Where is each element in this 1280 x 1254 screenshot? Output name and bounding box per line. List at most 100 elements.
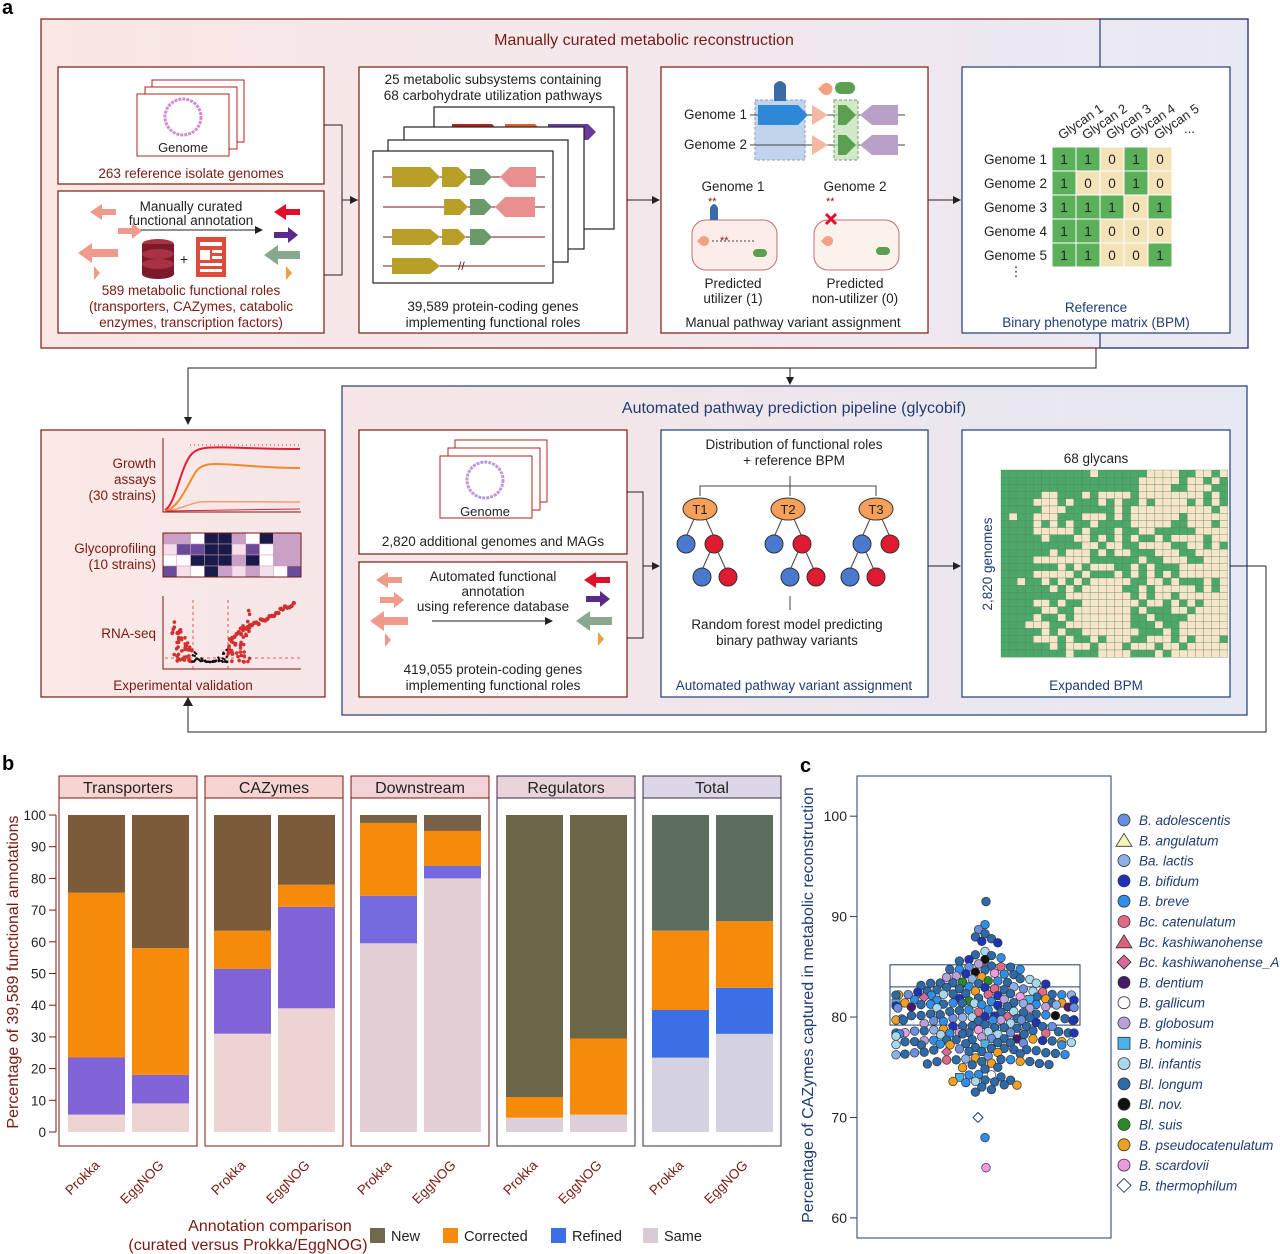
bar-segment-corrected xyxy=(68,892,125,1058)
matrix-cell xyxy=(1000,585,1010,593)
matrix-cell xyxy=(1170,577,1180,586)
tree-root-node xyxy=(858,497,894,521)
matrix-cell xyxy=(1138,585,1147,593)
heatmap-cell xyxy=(217,532,233,545)
matrix-cell xyxy=(1138,477,1147,485)
matrix-cell xyxy=(1065,469,1075,478)
matrix-cell xyxy=(1106,549,1115,557)
point-bl-longum xyxy=(961,1038,971,1049)
bpm-cell-value: 1 xyxy=(1084,200,1092,215)
matrix-cell xyxy=(1049,505,1058,514)
matrix-cell xyxy=(1081,505,1091,514)
matrix-cell xyxy=(1154,534,1164,543)
matrix-cell xyxy=(1098,613,1107,622)
matrix-cell xyxy=(1017,541,1026,550)
matrix-cell xyxy=(1049,642,1058,651)
genome2-label-cell: Genome 2 xyxy=(823,179,886,194)
glycan-col-ellipsis: ... xyxy=(1184,121,1195,136)
matrix-cell xyxy=(1122,606,1131,615)
matrix-cell xyxy=(1170,592,1180,600)
matrix-cell xyxy=(1195,484,1204,492)
matrix-cell xyxy=(1154,498,1164,507)
matrix-cell xyxy=(1098,505,1107,514)
point-ba-lactis xyxy=(891,1050,901,1060)
point-bl-nov- xyxy=(1050,1010,1061,1021)
volcano-point xyxy=(179,636,184,640)
matrix-cell xyxy=(1098,484,1107,492)
matrix-cell xyxy=(1203,635,1212,643)
point-b-adolescentis xyxy=(1016,1015,1027,1025)
genome-stack-icon-2 xyxy=(439,439,548,519)
matrix-cell xyxy=(1114,635,1123,643)
point-b-pseudocatenulatum xyxy=(1015,1056,1025,1066)
matrix-cell xyxy=(1187,606,1196,615)
matrix-cell xyxy=(1154,563,1164,571)
point-bl-longum xyxy=(1025,1013,1035,1023)
bar-segment-refined xyxy=(68,1057,125,1115)
volcano-point xyxy=(238,646,243,650)
point-b-adolescentis xyxy=(909,1048,920,1058)
auto-annot-line1: Automated functional xyxy=(430,569,557,584)
matrix-cell xyxy=(1179,527,1188,535)
matrix-cell xyxy=(1203,549,1212,557)
matrix-cell xyxy=(1000,621,1010,629)
matrix-cell xyxy=(1219,549,1228,557)
matrix-cell xyxy=(1219,513,1228,521)
matrix-cell xyxy=(1170,541,1180,550)
svg-text:**: ** xyxy=(720,235,729,247)
matrix-cell xyxy=(1017,649,1026,658)
volcano-point xyxy=(217,658,221,661)
matrix-cell xyxy=(1081,527,1091,535)
matrix-cell xyxy=(1057,599,1066,607)
matrix-cell xyxy=(1073,628,1083,636)
point-b-breve xyxy=(948,998,958,1008)
matrix-cell xyxy=(1106,527,1115,535)
y-tick-label: 30 xyxy=(31,1030,46,1045)
matrix-cell xyxy=(1187,477,1196,485)
matrix-cell xyxy=(1179,613,1188,622)
matrix-cell xyxy=(1162,635,1172,643)
bpm-cell-value: 0 xyxy=(1156,152,1164,167)
matrix-cell xyxy=(1098,549,1107,557)
matrix-cell xyxy=(1211,513,1220,521)
matrix-cell xyxy=(1065,606,1075,615)
matrix-cell xyxy=(1057,642,1066,651)
bar-segment-same xyxy=(716,1033,773,1132)
matrix-cell xyxy=(1146,505,1156,514)
matrix-cell xyxy=(1008,469,1018,478)
matrix-cell xyxy=(1122,505,1131,514)
matrix-cell xyxy=(1170,527,1180,535)
matrix-cell xyxy=(1073,505,1083,514)
point-bl-longum xyxy=(993,1062,1003,1072)
matrix-cell xyxy=(1138,541,1147,550)
matrix-cell xyxy=(1065,491,1075,499)
matrix-cell xyxy=(1065,534,1075,543)
matrix-cell xyxy=(1049,556,1058,564)
matrix-cell xyxy=(1187,642,1196,651)
matrix-cell xyxy=(1154,621,1164,629)
matrix-cell xyxy=(1008,577,1018,586)
matrix-cell xyxy=(1057,613,1066,622)
point-bl-longum xyxy=(996,1072,1006,1082)
heatmap-cell xyxy=(204,565,219,578)
matrix-cell xyxy=(1162,513,1172,521)
matrix-cell xyxy=(1187,498,1196,507)
point-bl-longum xyxy=(906,1011,917,1021)
matrix-cell xyxy=(1179,606,1188,615)
matrix-cell xyxy=(1203,621,1212,629)
matrix-cell xyxy=(1008,505,1018,514)
matrix-cell xyxy=(1049,635,1058,643)
matrix-cell xyxy=(1081,541,1091,550)
matrix-cell xyxy=(1203,599,1212,607)
volcano-point xyxy=(247,656,252,661)
matrix-cell xyxy=(1081,635,1091,643)
matrix-cell xyxy=(1033,527,1042,535)
matrix-cell xyxy=(1162,491,1172,499)
matrix-cell xyxy=(1081,491,1091,499)
volcano-point xyxy=(172,652,176,657)
matrix-cell xyxy=(1130,469,1139,478)
volcano-point xyxy=(242,650,246,654)
matrix-cell xyxy=(1098,635,1107,643)
legend-species-label: Bc. kashiwanohense_A xyxy=(1139,955,1279,970)
matrix-cell xyxy=(1130,556,1139,564)
